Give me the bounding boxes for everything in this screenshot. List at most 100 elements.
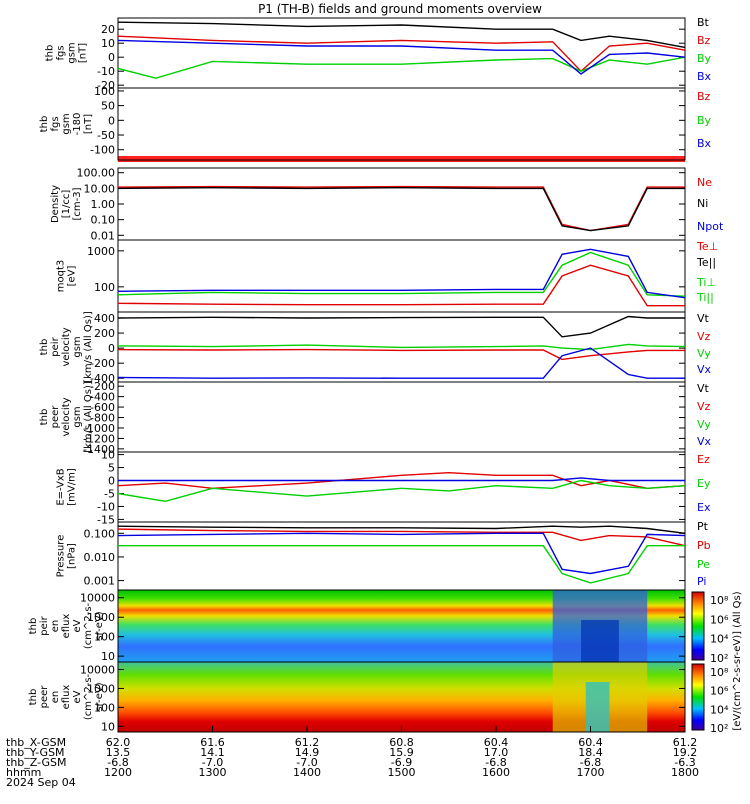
y-tick-label: 0.001 [84,575,116,588]
panel-3: 1000 100 moqt3 [eV] Te⊥ Te|| Ti⊥ Ti|| [56,239,718,313]
ephem-value: 62.0 [106,736,131,749]
y-tick-label: -50 [97,129,115,142]
ephem-value: -6.3 [674,756,695,769]
ephem-value: 1200 [104,766,132,779]
ephem-value: 61.6 [200,736,225,749]
ephem-value: -6.8 [107,756,128,769]
y-tick-label: -10 [97,65,115,78]
series-By [117,56,686,79]
y-axis-label: velocity [61,397,72,436]
y-tick-label: 0 [108,114,115,127]
y-axis-label: moqt3 [56,260,67,293]
ephem-value: 17.0 [484,746,509,759]
y-axis-label: thb [39,409,50,426]
legend-entry: Vy [697,418,711,431]
y-tick-label: 100 [94,85,115,98]
y-axis-label: gsm [72,406,83,427]
legend-entry: Bt [697,16,710,29]
legend-entry: Te⊥ [696,240,718,253]
series-Ti⊥ [117,248,686,299]
series-Pe [118,545,685,584]
y-axis-label: [nPa] [67,543,78,569]
y-tick-label: 0 [108,342,115,355]
legend-entry: Ti|| [696,291,714,304]
ephem-value: -7.0 [296,756,317,769]
y-tick-label: 10000 [80,592,115,605]
y-axis-label: -180 [72,113,83,136]
ephem-value: 1600 [482,766,510,779]
panel-frame [117,521,686,591]
ephem-value: 13.5 [106,746,131,759]
y-axis-label: [eV] [67,266,78,287]
y-tick-label: 1000 [87,245,115,258]
colorbar-label: [eV/(cm^2-s-sr-eV)] (All Qs) [732,591,743,730]
ephem-value: 14.9 [295,746,320,759]
ephem-value: 60.4 [484,736,509,749]
series-Ex [118,477,685,482]
legend-entry: Pt [697,520,709,533]
series-Ez [117,471,686,490]
y-axis-label: thb [28,689,39,706]
y-axis-label: en [50,691,61,704]
series-Vx [117,347,685,379]
y-axis-label: thb [28,618,39,635]
y-tick-label: 1000 [87,611,115,624]
legend-entry: Ey [697,477,711,490]
ephem-value: 60.4 [578,736,603,749]
y-axis-label: [mV/m] [67,468,78,506]
y-axis-label: sr-eV) [94,682,105,711]
ephem-value: -6.8 [580,756,601,769]
series-Vy [117,343,686,351]
y-axis-label: (cm^2-s- [83,673,94,720]
y-tick-label: 100 [94,701,115,714]
y-axis-label: Pressure [56,535,67,578]
y-axis-label: fgs [50,116,61,131]
series-Pt [117,525,686,534]
y-axis-label: [1/cc] [61,190,72,219]
y-axis-label: E=-VxB [56,468,67,505]
legend-entry: Vx [697,363,712,376]
ephem-row-label: thb_X-GSM [6,736,66,749]
legend-entry: Ez [697,453,710,466]
y-axis-label: peir [50,336,61,356]
y-axis-label: peer [39,685,50,709]
series-Ni [117,186,685,232]
legend-entry: Bz [697,34,711,47]
y-axis-label: (cm^2-s- [83,602,94,649]
y-axis-label: sr-eV) [94,611,105,640]
legend-entry: By [697,114,712,127]
y-axis-label: fgs [56,45,67,60]
panel-4: 400 200 0 -200 -400 thb peir velocity gsm [km/s (… [39,311,712,385]
legend-entry: By [697,52,712,65]
y-axis-label: [km/s (All Qs)] [83,381,94,453]
spectrogram-region [585,682,610,732]
y-tick-label: 10000 [80,664,115,677]
ephem-value: 1500 [388,766,416,779]
legend-entry: Pe [697,558,710,571]
series-Pb [117,528,686,547]
legend-entry: Te|| [696,256,716,269]
colorbar-tick: 10⁶ [710,613,729,626]
y-tick-label: 50 [101,100,115,113]
y-tick-label: 400 [94,312,115,325]
series-Ti|| [117,251,686,297]
legend-entry: Ti⊥ [696,276,716,289]
y-axis-label: eflux [61,614,72,639]
ephem-value: -6.9 [391,756,412,769]
y-tick-label: -600 [90,401,115,414]
y-tick-label: 100 [94,631,115,644]
legend-entry: Vt [697,312,710,325]
panel-frame [117,381,686,453]
series-Vz [117,348,685,361]
legend-entry: Ne [697,176,712,189]
y-axis-label: thb [39,116,50,133]
legend-entry: Vz [697,330,711,343]
y-axis-label: Density [50,185,61,223]
colorbar-tick: 10⁶ [710,685,729,698]
legend-entry: Pi [697,575,706,588]
y-tick-label: 10 [101,650,115,663]
y-tick-label: 10 [101,37,115,50]
y-tick-label: -5 [104,487,115,500]
